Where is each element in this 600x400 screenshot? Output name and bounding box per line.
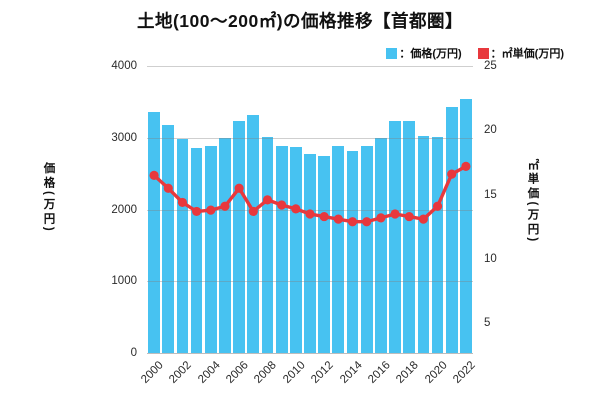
bar-2021 <box>445 106 458 353</box>
data-point-2010 <box>291 204 301 214</box>
data-point-2018 <box>404 211 414 222</box>
bar-2006 <box>233 120 245 353</box>
bar-2012 <box>318 155 331 353</box>
y-tick-left-1000: 1000 <box>111 275 137 288</box>
data-point-2003 <box>192 206 202 217</box>
y-axis-title-right: ㎡単価(万円) <box>526 158 539 245</box>
bar-2016 <box>374 137 387 353</box>
unit-price-line <box>149 161 471 227</box>
legend: ：価格(万円) ：㎡単価(万円) <box>386 45 564 61</box>
data-point-2016 <box>376 213 386 223</box>
bar-2001 <box>162 124 175 353</box>
gridline-4000 <box>147 66 473 67</box>
data-point-2019 <box>418 214 428 224</box>
x-tick-2004: 2004 <box>195 359 223 386</box>
bar-2009 <box>275 145 288 353</box>
x-tick-2000: 2000 <box>139 359 166 386</box>
bar-2015 <box>360 146 373 353</box>
y-tick-left-3000: 3000 <box>111 131 137 144</box>
legend-item-price: ：価格(万円) <box>386 45 462 61</box>
y-tick-right-5: 5 <box>484 317 491 330</box>
y-tick-left-2000: 2000 <box>111 203 137 216</box>
x-tick-2014: 2014 <box>337 359 365 386</box>
data-point-2009 <box>277 200 287 210</box>
legend-label-price: ：価格(万円) <box>399 48 462 60</box>
data-point-2001 <box>163 183 173 193</box>
gridline-3000 <box>147 137 473 139</box>
legend-label-unit-price: ：㎡単価(万円) <box>490 48 564 60</box>
data-point-2004 <box>206 205 216 215</box>
data-point-2007 <box>248 206 258 217</box>
x-tick-2006: 2006 <box>224 359 251 386</box>
bar-2002 <box>176 139 189 353</box>
legend-item-unit-price: ：㎡単価(万円) <box>477 45 564 61</box>
data-point-2020 <box>432 201 443 211</box>
bar-2010 <box>289 147 302 353</box>
data-point-2012 <box>319 211 329 222</box>
bar-2011 <box>304 154 316 353</box>
data-point-2017 <box>390 209 400 219</box>
y-tick-right-15: 15 <box>484 188 497 201</box>
x-tick-2020: 2020 <box>422 359 450 386</box>
gridline-1000 <box>147 281 473 283</box>
bar-2022 <box>460 99 472 353</box>
x-tick-2022: 2022 <box>451 359 478 386</box>
y-tick-left-0: 0 <box>130 347 137 359</box>
data-point-2014 <box>347 217 358 227</box>
y-axis-title-left: 価格(万円) <box>42 162 55 234</box>
bar-2020 <box>431 137 444 353</box>
plot-area <box>147 66 473 354</box>
data-point-2002 <box>177 197 188 208</box>
bar-2008 <box>261 137 274 353</box>
data-point-2011 <box>305 209 315 219</box>
x-tick-2016: 2016 <box>366 359 393 386</box>
x-tick-2012: 2012 <box>309 359 336 386</box>
data-point-2005 <box>220 201 230 211</box>
data-point-2022 <box>461 161 471 171</box>
bar-2018 <box>403 121 416 353</box>
data-point-2008 <box>262 195 273 205</box>
unit-price-swatch-icon <box>477 47 489 59</box>
data-point-2015 <box>362 217 372 227</box>
bar-2007 <box>247 114 260 353</box>
data-point-2013 <box>333 214 343 224</box>
bar-2014 <box>346 150 359 353</box>
y-tick-right-10: 10 <box>484 253 497 266</box>
x-tick-2002: 2002 <box>167 359 195 386</box>
y-tick-right-25: 25 <box>484 60 497 72</box>
x-axis-line <box>147 353 473 354</box>
bar-2019 <box>417 135 430 353</box>
data-point-2000 <box>149 170 159 180</box>
y-tick-right-20: 20 <box>484 124 497 137</box>
x-tick-2008: 2008 <box>252 359 280 386</box>
bar-2017 <box>389 121 401 353</box>
bar-2005 <box>219 137 231 353</box>
x-tick-2010: 2010 <box>281 359 308 386</box>
x-tick-2018: 2018 <box>394 359 421 386</box>
bar-2000 <box>148 111 160 353</box>
chart-title: 土地(100〜200㎡)の価格推移【首都圏】 <box>136 11 464 31</box>
price-swatch-icon <box>386 47 398 59</box>
data-point-2021 <box>447 169 457 179</box>
y-tick-left-4000: 4000 <box>111 60 137 72</box>
data-point-2006 <box>234 183 244 193</box>
bar-2013 <box>332 145 345 353</box>
bar-2004 <box>204 145 217 353</box>
bar-2003 <box>190 147 203 353</box>
